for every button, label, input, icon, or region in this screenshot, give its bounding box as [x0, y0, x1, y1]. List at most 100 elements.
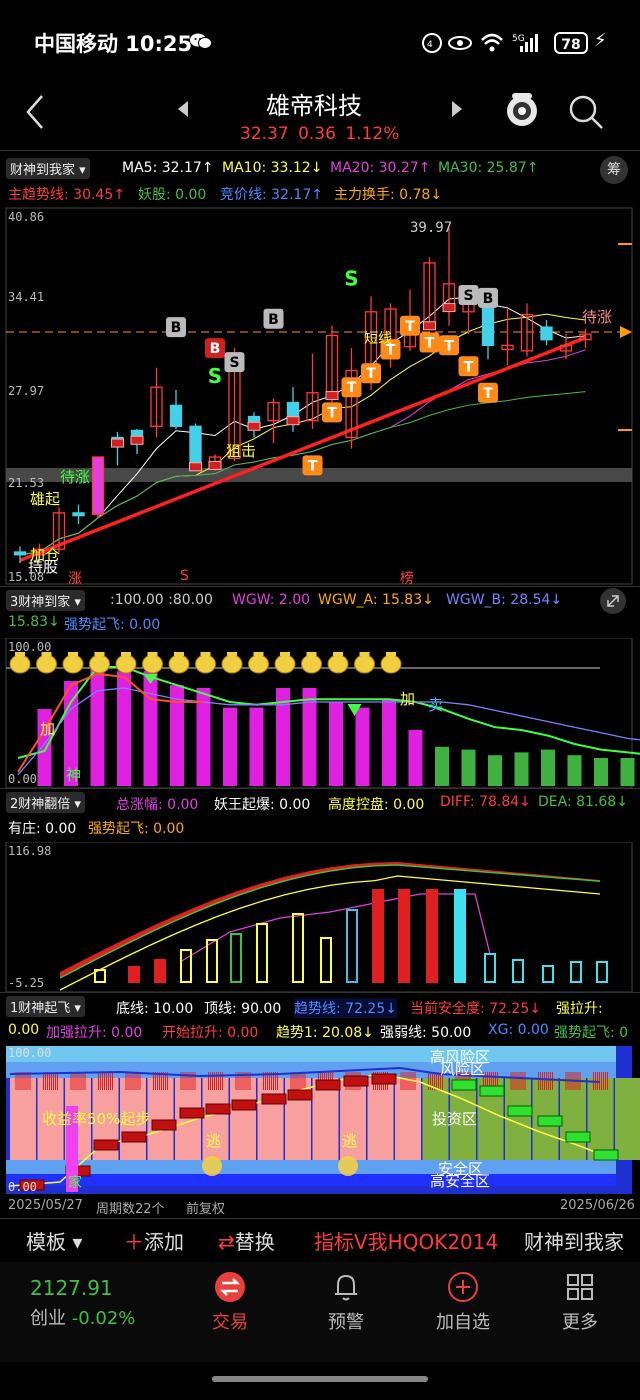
main-y-label-3: 27.97 [8, 384, 45, 398]
panel3-y-top: 100.00 [8, 640, 52, 654]
indicator-name-link[interactable]: 指标V我HQOK2014 [314, 1226, 498, 1255]
candle-body [267, 401, 280, 422]
money-bag-icon [221, 654, 243, 674]
period-count: 周期数22个 [96, 1202, 165, 1217]
indicator-owner-link[interactable]: 财神到我家 [524, 1226, 624, 1255]
panel1-c: 趋势线: 72.25↓ [294, 998, 397, 1018]
annotation-xiongqi: 雄起 [30, 490, 61, 508]
panel1-chart[interactable] [0, 1046, 640, 1194]
home-indicator [212, 1376, 428, 1382]
marker-label: T [464, 359, 474, 375]
panel1-indicator-selector[interactable]: 1财神起飞 ▾ [6, 996, 85, 1017]
marker-label: T [347, 380, 357, 396]
ma10-value: MA10: 33.12↓ [222, 160, 323, 176]
signal-line-orange [17, 672, 204, 773]
step-block [151, 1119, 177, 1131]
high-risk-band [6, 1046, 616, 1062]
panel2-a: 总涨幅: 0.00 [116, 797, 199, 813]
step-block [593, 1149, 619, 1161]
flee-icon [202, 1156, 222, 1176]
ma-line-1 [19, 313, 586, 556]
candle-body [33, 548, 46, 556]
ma5-value: MA5: 32.17↑ [122, 160, 214, 176]
money-bag-icon [168, 654, 190, 674]
volume-bar [276, 688, 290, 786]
candle-body [579, 333, 592, 341]
tab-trade-label: 交易 [212, 1312, 248, 1333]
candle-body [72, 512, 85, 517]
step-block [231, 1099, 257, 1111]
panel2-chart[interactable] [0, 842, 640, 992]
index-pct: -0.02% [71, 1308, 136, 1329]
down-arrow-icon [347, 704, 362, 716]
marker-B [478, 287, 498, 308]
annotation-jiacang: 加仓 [30, 546, 61, 564]
volume-bar [37, 709, 52, 786]
replace-indicator-button[interactable]: ⇄替换 [218, 1226, 275, 1255]
zone-column [230, 1078, 256, 1160]
volume-bar [90, 660, 105, 786]
money-bag-icon [354, 654, 375, 674]
marker-T [302, 455, 323, 476]
back-button[interactable] [22, 92, 52, 132]
prev-stock-button[interactable] [176, 100, 190, 122]
marker-B [166, 317, 186, 338]
panel3-line2-b: 强势起飞: 0.00 [64, 617, 161, 633]
status-carrier-time: 中国移动 10:25 [34, 32, 193, 56]
red-box-marker [247, 421, 261, 431]
money-bag-neck [15, 652, 25, 656]
macd-bar [398, 889, 410, 983]
expand-icon[interactable] [600, 588, 626, 614]
tab-trade[interactable]: 交易 [200, 1270, 260, 1334]
panel3-indicator-selector[interactable]: 3财神到家 ▾ [6, 590, 85, 611]
template-button[interactable]: 模板 ▾ [26, 1230, 83, 1254]
money-bag-icon [62, 654, 84, 674]
panel3-chart[interactable] [0, 638, 640, 788]
search-icon[interactable] [566, 92, 606, 132]
money-bag-neck [41, 652, 52, 656]
main-y-label-2: 34.41 [8, 290, 45, 304]
volume-bar [488, 755, 502, 786]
panel2-indicator-selector[interactable]: 2财神翻倍 ▾ [6, 792, 85, 813]
index-ticker[interactable]: 2127.91 创业 -0.02% [30, 1276, 150, 1330]
volume-bar [382, 699, 396, 786]
panel3-indicator-name: 3财神到家 [10, 595, 71, 610]
step-block [287, 1089, 313, 1101]
volume-bar [541, 749, 555, 786]
tab-add-favorite[interactable]: 加自选 [428, 1270, 498, 1334]
money-bag-neck [227, 652, 237, 656]
money-bag-neck [174, 652, 184, 656]
plus-icon: ＋ [124, 1230, 144, 1254]
candle-body [169, 404, 183, 427]
tab-alert[interactable]: 预警 [316, 1270, 376, 1334]
candle-body [52, 512, 66, 550]
annotation-gouji: 狙击 [226, 442, 257, 460]
add-indicator-button[interactable]: ＋添加 [124, 1226, 184, 1255]
grid-icon [567, 1274, 593, 1300]
panel2-y-bot: -5.25 [8, 976, 45, 990]
main-indicator-selector[interactable]: 财神到我家 ▾ [6, 158, 90, 179]
step-block [565, 1131, 591, 1143]
candle-body [345, 369, 358, 439]
step-block [507, 1105, 533, 1117]
bottom-tab-bar: 2127.91 创业 -0.02% 交易 预警 加自选 更多 [0, 1262, 640, 1362]
chip-distribution-button[interactable]: 筹 [600, 156, 628, 184]
swap-icon: ⇄ [218, 1230, 235, 1254]
next-stock-button[interactable] [450, 100, 464, 122]
annotation-daizhang-right: 待涨 [582, 308, 613, 326]
candle-body [13, 551, 27, 556]
zone-column [120, 1078, 146, 1160]
tab-more[interactable]: 更多 [550, 1270, 610, 1334]
money-bag-icon [195, 654, 216, 674]
macd-bar [292, 913, 304, 983]
flee-icon [338, 1156, 358, 1176]
step-block [19, 1179, 45, 1191]
volume-bar [567, 755, 582, 786]
main-indicator-name: 财神到我家 [10, 163, 76, 178]
robot-assistant-icon[interactable] [502, 90, 542, 130]
money-bag-icon [115, 654, 137, 674]
marker-T [322, 402, 342, 423]
marker-label: T [308, 458, 318, 474]
volume-bar [329, 702, 343, 786]
